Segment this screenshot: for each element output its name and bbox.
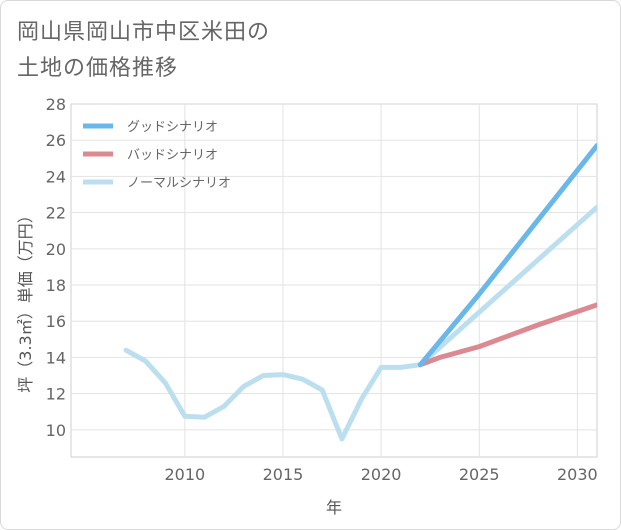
x-tick-label: 2010 <box>164 465 205 484</box>
legend-label-bad: バッドシナリオ <box>127 148 218 163</box>
y-tick-label: 28 <box>46 95 66 114</box>
x-axis-title: 年 <box>326 498 342 517</box>
y-tick-label: 16 <box>46 312 66 331</box>
y-tick-label: 18 <box>46 276 66 295</box>
chart-title-line-1: 岡山県岡山市中区米田の <box>17 20 271 45</box>
series-line-normal <box>123 204 597 442</box>
x-tick-label: 2025 <box>459 465 500 484</box>
x-tick-label: 2015 <box>263 465 304 484</box>
legend-label-normal: ノーマルシナリオ <box>127 176 231 191</box>
y-tick-label: 24 <box>46 167 66 186</box>
grid <box>71 104 597 457</box>
series-lines <box>123 143 597 442</box>
x-tick-label: 2020 <box>361 465 402 484</box>
series-line-good <box>417 143 597 368</box>
y-tick-label: 14 <box>46 348 66 367</box>
y-tick-label: 12 <box>46 385 66 404</box>
x-tick-label: 2030 <box>557 465 598 484</box>
y-tick-label: 26 <box>46 131 66 150</box>
y-tick-label: 22 <box>46 204 66 223</box>
tick-labels: 10 12 14 16 18 20 22 24 26 28 2010 2015 2020 2025 2030 <box>46 95 598 484</box>
chart-title: 岡山県岡山市中区米田の 土地の価格推移 <box>17 15 457 87</box>
chart-title-line-2: 土地の価格推移 <box>17 56 179 81</box>
y-tick-label: 10 <box>46 421 66 440</box>
plot-area <box>70 103 598 458</box>
y-tick-label: 20 <box>46 240 66 259</box>
series-line-bad <box>417 302 597 368</box>
legend-label-good: グッドシナリオ <box>127 120 218 135</box>
y-axis-title: 坪（3.3㎡）単価（万円） <box>16 207 35 392</box>
